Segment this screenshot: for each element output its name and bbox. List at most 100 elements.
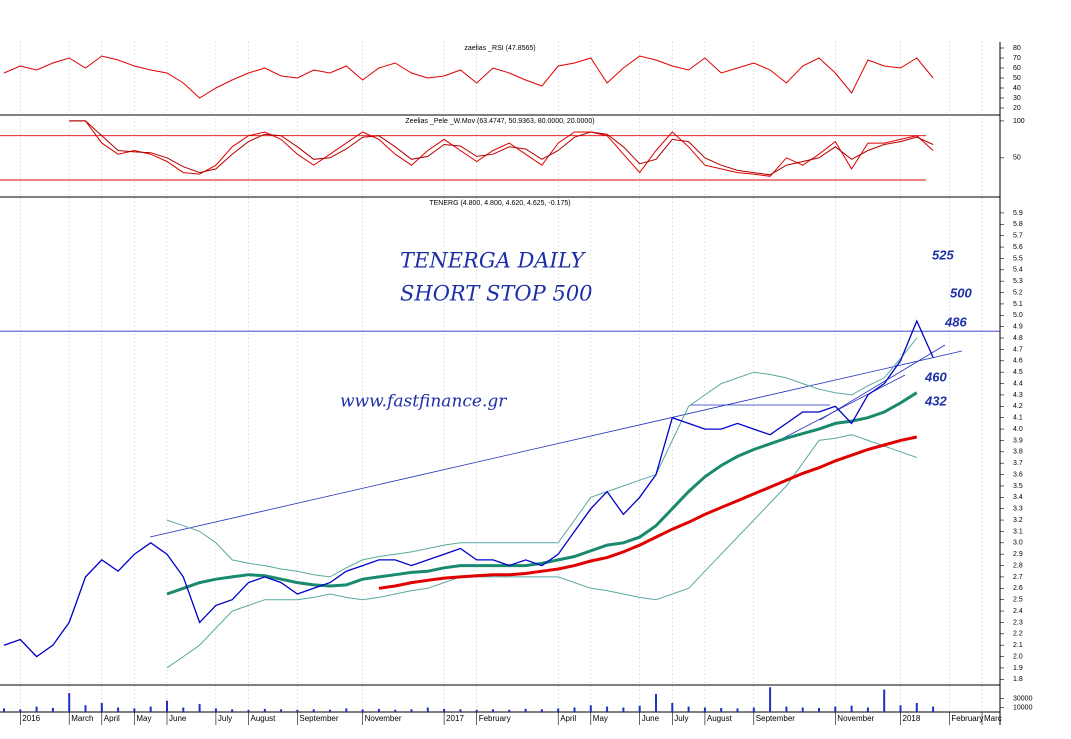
x-tick-label: 2017	[446, 714, 464, 723]
y-tick-label: 2.1	[1013, 642, 1023, 649]
series-line	[166, 434, 917, 669]
y-tick-label: 4.8	[1013, 335, 1023, 342]
volume-bar	[68, 693, 71, 712]
volume-bar	[361, 709, 364, 712]
y-tick-label: 4.3	[1013, 392, 1023, 399]
x-tick-label: Marc	[984, 714, 1002, 723]
y-tick-label: 100	[1013, 118, 1025, 125]
volume-bar	[622, 707, 625, 712]
x-tick-label: September	[756, 714, 795, 723]
y-tick-label: 70	[1013, 55, 1021, 62]
x-tick-label: June	[642, 714, 660, 723]
x-tick-label: August	[707, 714, 733, 723]
volume-bar	[231, 709, 234, 712]
volume-bar	[345, 708, 348, 712]
volume-bar	[850, 705, 853, 712]
volume-bar	[638, 705, 641, 712]
volume-bar	[84, 705, 87, 712]
y-tick-label: 2.0	[1013, 653, 1023, 660]
volume-bar	[214, 708, 217, 712]
volume-bar	[818, 707, 820, 712]
y-tick-label: 50	[1013, 75, 1021, 82]
x-tick-label: 2016	[22, 714, 40, 723]
site-note: www.fastfinance.gr	[340, 392, 507, 412]
y-tick-label: 3.3	[1013, 506, 1023, 513]
y-tick-label: 3.1	[1013, 528, 1023, 535]
volume-bar	[133, 708, 136, 712]
volume-bar	[51, 707, 54, 712]
y-tick-label: 3.4	[1013, 494, 1023, 501]
volume-bar	[263, 708, 266, 712]
x-tick-label: April	[104, 714, 120, 723]
level-note: 486	[944, 314, 967, 329]
volume-bar	[540, 709, 543, 712]
level-note: 525	[932, 247, 954, 262]
volume-bar	[182, 707, 185, 712]
y-tick-label: 50	[1013, 155, 1021, 162]
volume-bar	[35, 706, 38, 712]
y-tick-label: 4.0	[1013, 426, 1023, 433]
volume-bar	[459, 709, 462, 712]
y-tick-label: 5.3	[1013, 278, 1023, 285]
panel-title: TENERG (4.800, 4.800, 4.620, 4.625, -0.1…	[429, 200, 570, 207]
volume-bar	[606, 706, 609, 712]
volume-bar	[671, 703, 674, 712]
volume-bar	[899, 705, 902, 712]
y-tick-label: 2.5	[1013, 597, 1023, 604]
volume-bar	[443, 708, 446, 712]
volume-bar	[280, 709, 283, 712]
volume-bar	[19, 709, 22, 712]
volume-bar	[377, 708, 380, 712]
y-tick-label: 5.0	[1013, 312, 1023, 319]
volume-bar	[915, 703, 918, 712]
y-tick-label: 4.7	[1013, 346, 1023, 353]
y-tick-label: 2.3	[1013, 619, 1023, 626]
x-tick-label: July	[674, 714, 688, 723]
volume-bar	[932, 706, 935, 712]
volume-bar	[492, 709, 494, 712]
y-tick-label: 5.8	[1013, 221, 1023, 228]
heading-line: SHORT STOP 500	[400, 282, 593, 306]
volume-bar	[769, 687, 772, 712]
y-tick-label: 30	[1013, 95, 1021, 102]
y-tick-label: 5.2	[1013, 289, 1023, 296]
x-tick-label: February	[479, 714, 511, 723]
volume-bar	[703, 707, 706, 712]
x-tick-label: November	[837, 714, 874, 723]
x-tick-label: April	[560, 714, 576, 723]
x-tick-label: March	[71, 714, 93, 723]
y-tick-label: 3.2	[1013, 517, 1023, 524]
volume-bar	[312, 709, 315, 712]
panel-title: zaelias _RSI (47.8565)	[464, 45, 535, 52]
x-tick-label: February	[951, 714, 983, 723]
x-tick-label: July	[218, 714, 232, 723]
x-tick-label: June	[169, 714, 187, 723]
trend-lines	[149, 344, 963, 538]
y-tick-label: 3.0	[1013, 540, 1023, 547]
y-tick-label: 30000	[1013, 695, 1033, 702]
y-tick-label: 5.5	[1013, 255, 1023, 262]
x-tick-label: September	[299, 714, 338, 723]
x-tick-label: May	[593, 714, 608, 723]
series-line	[69, 120, 934, 176]
volume-bar	[573, 707, 576, 712]
volume-bar	[866, 707, 869, 712]
y-tick-label: 1.9	[1013, 665, 1023, 672]
y-tick-label: 3.6	[1013, 471, 1023, 478]
y-tick-label: 3.7	[1013, 460, 1023, 467]
volume-bar	[508, 709, 511, 712]
volume-bar	[883, 689, 886, 712]
volume-bar	[166, 700, 168, 712]
y-tick-label: 10000	[1013, 704, 1033, 711]
y-tick-label: 5.7	[1013, 233, 1023, 240]
y-tick-label: 2.2	[1013, 631, 1023, 638]
x-tick-label: August	[251, 714, 277, 723]
y-tick-label: 4.2	[1013, 403, 1023, 410]
y-tick-label: 2.4	[1013, 608, 1023, 615]
volume-bar	[720, 707, 723, 712]
y-tick-label: 2.8	[1013, 562, 1023, 569]
series-line	[3, 319, 934, 658]
y-tick-label: 4.5	[1013, 369, 1023, 376]
volume-bar	[247, 709, 250, 712]
